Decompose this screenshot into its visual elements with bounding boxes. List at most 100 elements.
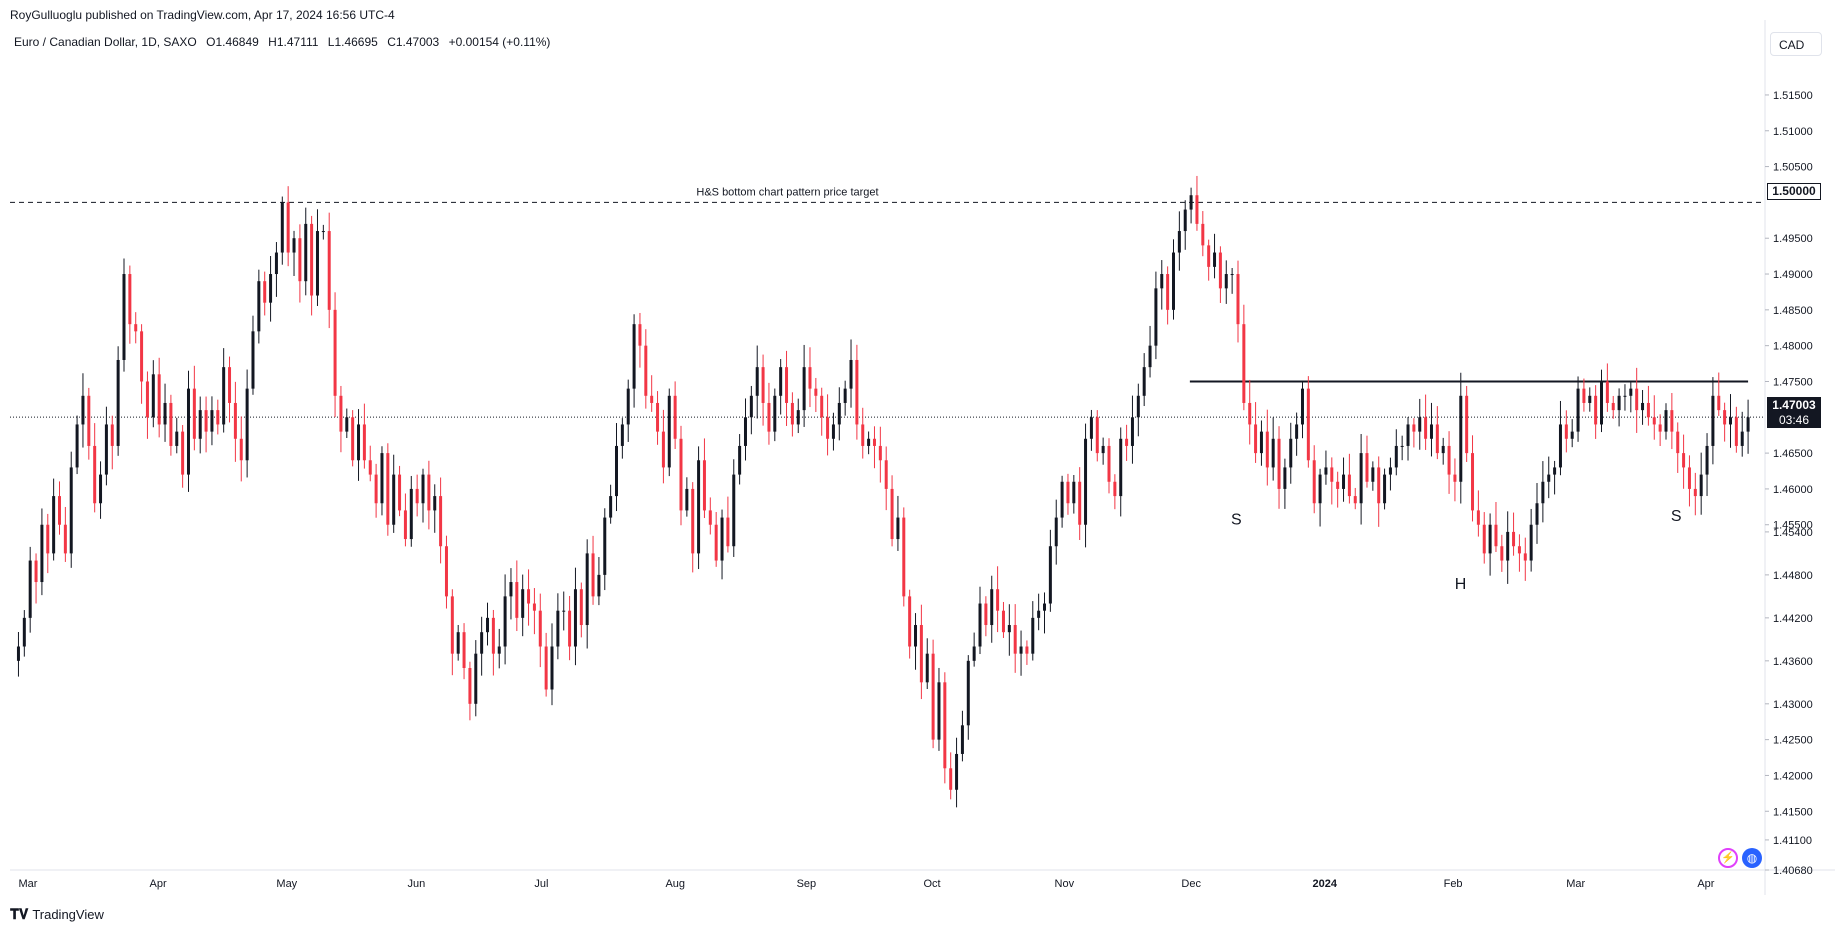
candle-body bbox=[1535, 503, 1539, 525]
candle-body bbox=[392, 474, 396, 525]
candle-body bbox=[949, 768, 953, 790]
x-tick-label: Mar bbox=[18, 878, 37, 890]
candle-body bbox=[1107, 445, 1111, 482]
candle-body bbox=[46, 524, 50, 554]
candle-body bbox=[1705, 445, 1709, 475]
candle-body bbox=[1095, 417, 1099, 454]
candle-body bbox=[1259, 431, 1263, 454]
candle-body bbox=[966, 660, 970, 726]
candle-body bbox=[515, 582, 519, 618]
candle-body bbox=[1201, 223, 1205, 246]
candle-body bbox=[538, 610, 542, 647]
globe-icon[interactable]: ◍ bbox=[1742, 848, 1762, 868]
candle-body bbox=[1195, 195, 1199, 224]
candle-body bbox=[403, 510, 407, 540]
candle-body bbox=[34, 560, 38, 583]
candle-body bbox=[1658, 424, 1662, 432]
candle-body bbox=[585, 553, 589, 626]
candle-body bbox=[896, 517, 900, 540]
candle-body bbox=[239, 438, 243, 461]
candle-body bbox=[1670, 410, 1674, 432]
candle-body bbox=[679, 438, 683, 511]
y-tick-label: 1.51000 bbox=[1773, 126, 1813, 138]
candle-body bbox=[955, 753, 959, 790]
candle-body bbox=[1394, 445, 1398, 468]
candle-body bbox=[327, 231, 331, 310]
y-tick-label: 1.43600 bbox=[1773, 656, 1813, 668]
candle-body bbox=[1171, 252, 1175, 310]
candle-body bbox=[1693, 488, 1697, 497]
candle-body bbox=[708, 510, 712, 525]
y-tick-label: 1.44200 bbox=[1773, 613, 1813, 625]
candle-body bbox=[509, 582, 513, 597]
candle-body bbox=[192, 388, 196, 439]
candle-body bbox=[843, 388, 847, 403]
candle-body bbox=[1060, 481, 1064, 518]
candle-body bbox=[1406, 424, 1410, 446]
tradingview-logo[interactable]: 𝐓𝐕 TradingView bbox=[10, 906, 104, 923]
candle-body bbox=[1471, 453, 1475, 511]
y-tick-label: 1.42000 bbox=[1773, 770, 1813, 782]
candle-body bbox=[286, 202, 290, 253]
candle-body bbox=[890, 488, 894, 540]
y-tick-label: 1.46000 bbox=[1773, 484, 1813, 496]
candle-body bbox=[902, 517, 906, 597]
candle-body bbox=[362, 424, 366, 461]
candle-body bbox=[996, 589, 1000, 611]
candle-body bbox=[304, 223, 308, 282]
candle-body bbox=[380, 453, 384, 504]
candle-body bbox=[1119, 438, 1123, 497]
candle-body bbox=[1148, 345, 1152, 368]
candle-body bbox=[720, 517, 724, 561]
candle-body bbox=[656, 402, 660, 432]
candle-body bbox=[667, 395, 671, 468]
candle-body bbox=[81, 395, 85, 425]
symbol-name[interactable]: Euro / Canadian Dollar, 1D, SAXO bbox=[14, 35, 197, 49]
candle-body bbox=[22, 617, 26, 647]
candle-body bbox=[1453, 474, 1457, 482]
candle-body bbox=[233, 402, 237, 439]
candle-body bbox=[650, 395, 654, 403]
candle-body bbox=[1001, 610, 1005, 633]
currency-button[interactable]: CAD bbox=[1770, 32, 1822, 56]
candle-body bbox=[755, 367, 759, 396]
candle-body bbox=[433, 496, 437, 511]
candle-body bbox=[1588, 395, 1592, 403]
y-tick-label: 1.49500 bbox=[1773, 233, 1813, 245]
candle-body bbox=[1383, 474, 1387, 504]
candle-body bbox=[374, 474, 378, 504]
candle-body bbox=[274, 252, 278, 275]
candle-body bbox=[1465, 395, 1469, 454]
lightning-icon[interactable]: ⚡ bbox=[1718, 848, 1738, 868]
candle-body bbox=[914, 625, 918, 647]
candle-body bbox=[75, 424, 79, 468]
candle-body bbox=[767, 402, 771, 432]
candle-body bbox=[872, 438, 876, 446]
candle-body bbox=[790, 402, 794, 425]
candle-body bbox=[1289, 438, 1293, 468]
candle-body bbox=[831, 424, 835, 439]
candle-body bbox=[749, 395, 753, 418]
y-tick-label: 1.45400 bbox=[1773, 527, 1813, 539]
candle-body bbox=[357, 424, 361, 461]
candle-body bbox=[556, 610, 560, 647]
candle-body bbox=[878, 445, 882, 461]
y-tick-label: 1.46500 bbox=[1773, 448, 1813, 460]
candle-body bbox=[63, 524, 67, 554]
candle-body bbox=[1424, 417, 1428, 439]
ohlc-low: L1.46695 bbox=[327, 35, 378, 49]
candle-body bbox=[1371, 467, 1375, 482]
candle-body bbox=[661, 431, 665, 468]
candle-body bbox=[1441, 445, 1445, 454]
candle-body bbox=[1043, 603, 1047, 611]
target-price-tag: 1.50000 bbox=[1767, 183, 1821, 200]
hline-label: H&S bottom chart pattern price target bbox=[696, 186, 878, 198]
candle-body bbox=[1359, 453, 1363, 504]
candle-body bbox=[931, 653, 935, 740]
candle-body bbox=[785, 367, 789, 403]
candle-body bbox=[1635, 388, 1639, 411]
candle-body bbox=[1576, 388, 1580, 432]
candle-body bbox=[796, 410, 800, 425]
